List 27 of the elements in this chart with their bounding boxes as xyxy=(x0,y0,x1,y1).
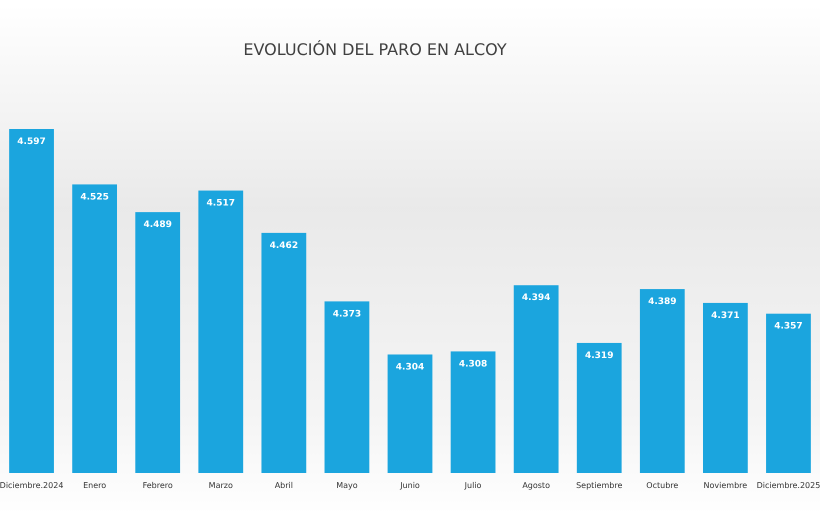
data-label: 4.371 xyxy=(711,310,740,321)
x-tick-label: Octubre xyxy=(646,481,678,490)
x-tick-label: Julio xyxy=(464,481,482,490)
data-label: 4.304 xyxy=(396,362,424,372)
x-tick-label: Marzo xyxy=(208,481,233,490)
data-label: 4.517 xyxy=(206,198,236,209)
x-tick-label: Noviembre xyxy=(704,481,748,490)
x-tick-label: Diciembre.2024 xyxy=(0,481,64,490)
x-tick-label: Septiembre xyxy=(576,481,622,490)
data-label: 4.308 xyxy=(458,359,488,370)
data-label: 4.525 xyxy=(80,192,109,202)
data-label: 4.394 xyxy=(522,293,550,304)
data-label: 4.597 xyxy=(17,137,46,147)
x-tick-label: Abril xyxy=(274,481,293,490)
x-tick-label: Agosto xyxy=(522,481,550,490)
x-tick-label: Enero xyxy=(83,481,106,490)
x-tick-label: Febrero xyxy=(142,481,173,490)
data-label: 4.462 xyxy=(270,240,298,251)
x-tick-label: Mayo xyxy=(336,481,358,490)
data-label: 4.389 xyxy=(648,297,677,308)
data-label: 4.489 xyxy=(143,220,172,230)
x-tick-label: Junio xyxy=(399,481,420,490)
x-tick-label: Diciembre.2025 xyxy=(756,481,820,490)
data-label: 4.319 xyxy=(584,350,614,361)
chart-title: EVOLUCIÓN DEL PARO EN ALCOY xyxy=(243,40,507,59)
data-label: 4.357 xyxy=(774,322,803,332)
data-label: 4.373 xyxy=(332,309,362,320)
